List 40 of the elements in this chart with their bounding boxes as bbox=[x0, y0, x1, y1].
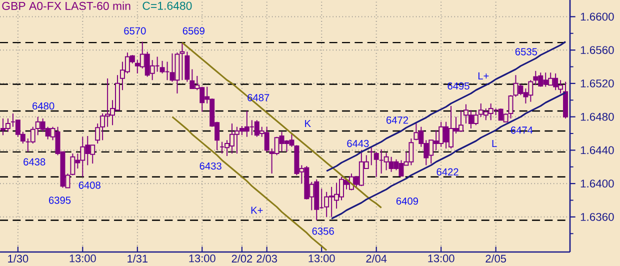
annotation: 6570 bbox=[124, 27, 146, 34]
annotation: L bbox=[492, 140, 497, 147]
annotation: 6480 bbox=[32, 102, 54, 110]
x-tick-label: 13:00 bbox=[428, 254, 454, 262]
x-tick-label: 1/31 bbox=[128, 254, 148, 263]
annotation: K bbox=[305, 120, 311, 127]
annotation: K+ bbox=[251, 206, 263, 214]
annotation: 6409 bbox=[396, 197, 418, 205]
annotation: 6535 bbox=[515, 48, 538, 56]
y-tick-label: 1.6600 bbox=[580, 12, 614, 21]
annotation: 6569 bbox=[182, 27, 204, 34]
x-tick-label: 2/03 bbox=[256, 254, 277, 263]
x-tick-label: 13:00 bbox=[70, 254, 96, 262]
annotation: 6443 bbox=[347, 140, 369, 148]
candlestick bbox=[184, 51, 190, 82]
y-tick-label: 1.6360 bbox=[580, 212, 614, 221]
annotation: 6472 bbox=[386, 116, 408, 124]
x-tick-label: 2/04 bbox=[366, 254, 387, 263]
candlestick bbox=[30, 126, 36, 144]
annotation: 6438 bbox=[24, 158, 46, 166]
chart-title: GBP A0-FX LAST-60 min bbox=[2, 2, 130, 10]
y-tick-label: 1.6560 bbox=[580, 46, 614, 54]
annotation: 6356 bbox=[312, 228, 334, 235]
annotation: 6422 bbox=[436, 168, 458, 176]
y-tick-label: 1.6400 bbox=[580, 180, 614, 188]
chart-subtitle: C=1.6480 bbox=[142, 2, 192, 10]
y-tick-label: 1.6440 bbox=[580, 146, 614, 154]
annotation: 6408 bbox=[78, 182, 100, 189]
annotation: 6495 bbox=[448, 82, 470, 90]
x-tick-label: 1/30 bbox=[8, 254, 28, 263]
x-tick-label: 2/05 bbox=[486, 254, 506, 263]
x-tick-label: 2/02 bbox=[232, 254, 252, 263]
x-tick-label: 13:00 bbox=[308, 254, 335, 262]
y-tick-label: 1.6520 bbox=[580, 79, 614, 88]
x-tick-label: 13:00 bbox=[189, 254, 216, 262]
annotation: 6433 bbox=[200, 162, 222, 170]
annotation: 6395 bbox=[49, 196, 71, 204]
annotation: L+ bbox=[478, 72, 489, 80]
annotation: 6474 bbox=[510, 126, 533, 134]
y-tick-label: 1.6480 bbox=[580, 112, 614, 121]
